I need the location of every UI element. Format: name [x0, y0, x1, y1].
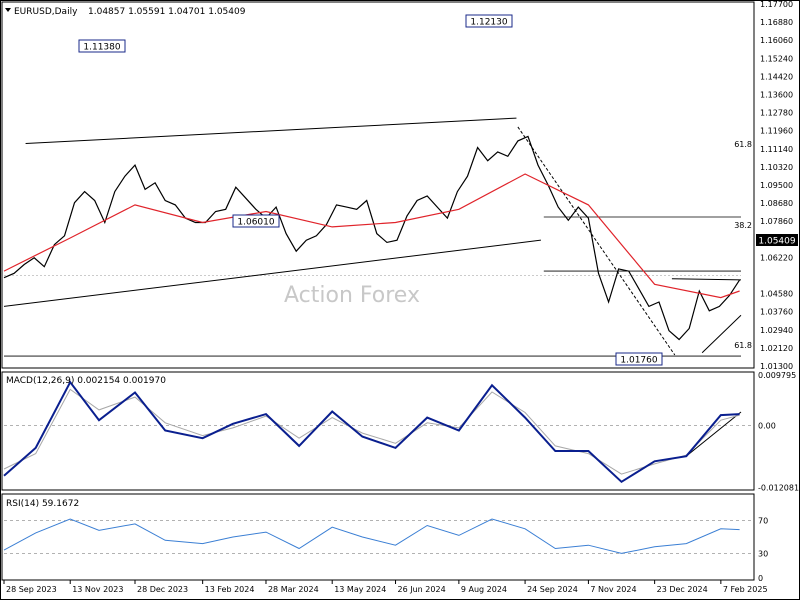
- series-layer: [3, 135, 741, 554]
- x-tick-label-0: 28 Sep 2023: [6, 585, 57, 594]
- price-ytick-6: 1.12780: [760, 109, 793, 118]
- macd-ytick-1: 0.00: [758, 421, 776, 430]
- price-ytick-16: 1.04580: [760, 290, 793, 299]
- prior-high-label-text: 1.11380: [83, 43, 120, 53]
- x-tick-label-7: 9 Aug 2024: [461, 585, 507, 594]
- y-axis-labels: 1.17700 1.16880 1.16060 1.15240 1.14420 1.136…: [758, 0, 799, 583]
- high-label-text: 1.12130: [470, 18, 507, 28]
- mid-low-label: 1.06010: [232, 214, 280, 228]
- macd-line: [3, 380, 740, 484]
- rsi-title: RSI(14) 59.1672: [6, 499, 79, 509]
- macd-ytick-0: 0.009795: [758, 371, 796, 380]
- x-tick-label-10: 23 Dec 2024: [657, 585, 708, 594]
- price-ytick-11: 1.08680: [760, 199, 793, 208]
- price-trendline-2: [517, 126, 676, 356]
- price-ytick-17: 1.03760: [760, 308, 793, 317]
- trendlines: [3, 117, 742, 457]
- watermark: Action Forex: [284, 283, 420, 308]
- price-trendline-1: [3, 239, 541, 307]
- price-ytick-5: 1.13600: [760, 91, 793, 100]
- price-ytick-18: 1.02940: [760, 326, 793, 335]
- price-ytick-0: 1.17700: [760, 0, 793, 9]
- rsi-line: [3, 518, 740, 554]
- low-label-text: 1.01760: [620, 356, 657, 366]
- fib-382-label: 38.2: [734, 221, 752, 230]
- x-tick-label-2: 28 Dec 2023: [137, 585, 188, 594]
- price-ytick-19: 1.02120: [760, 344, 793, 353]
- price-trendline-0: [25, 117, 517, 145]
- x-tick-label-6: 26 Jun 2024: [398, 585, 446, 594]
- price-ytick-9: 1.10320: [760, 163, 793, 172]
- x-tick-label-11: 7 Feb 2025: [723, 585, 768, 594]
- low-label: 1.01760: [615, 352, 663, 366]
- x-tick-label-8: 24 Sep 2024: [527, 585, 578, 594]
- price-trendline-4: [671, 278, 742, 281]
- price-ytick-14: 1.06220: [760, 253, 793, 262]
- price-ytick-20: 1.01300: [760, 362, 793, 371]
- price-ytick-3: 1.15240: [760, 54, 793, 63]
- rsi-ytick-1: 30: [758, 549, 768, 558]
- price-ytick-12: 1.07860: [760, 217, 793, 226]
- x-tick-label-3: 13 Feb 2024: [205, 585, 255, 594]
- macd-title: MACD(12,26,9) 0.002154 0.001970: [6, 376, 166, 386]
- current-price-label: 1.05409: [756, 234, 798, 247]
- price-ytick-8: 1.11140: [760, 145, 793, 154]
- price-ytick-7: 1.11960: [760, 127, 793, 136]
- macd-panel-frame: [1, 371, 755, 491]
- x-tick-label-1: 13 Nov 2023: [72, 585, 123, 594]
- prior-high-label: 1.11380: [78, 39, 126, 53]
- price-ytick-2: 1.16060: [760, 36, 793, 45]
- fib-618-lower-label: 61.8: [734, 341, 752, 350]
- high-label: 1.12130: [465, 14, 513, 28]
- price-line: [3, 135, 741, 341]
- x-axis-labels: 28 Sep 2023 13 Nov 2023 28 Dec 2023 13 Feb …: [3, 580, 768, 594]
- macd-ytick-2: -0.012081: [758, 483, 799, 492]
- symbol-triangle-icon: [5, 8, 11, 12]
- current-price-text: 1.05409: [758, 237, 795, 247]
- ohlc-label: 1.04857 1.05591 1.04701 1.05409: [88, 7, 246, 17]
- price-ytick-1: 1.16880: [760, 18, 793, 27]
- rsi-ytick-0: 70: [758, 517, 768, 526]
- symbol-label: EURUSD,Daily: [14, 7, 78, 17]
- rsi-panel-frame: [1, 493, 755, 581]
- macd-signal-line: [3, 388, 740, 475]
- price-trendline-3: [701, 314, 742, 354]
- x-tick-label-5: 13 May 2024: [334, 585, 386, 594]
- fib-618-upper-label: 61.8: [734, 140, 752, 149]
- price-ytick-4: 1.14420: [760, 72, 793, 81]
- macd-trendline-0: [685, 411, 742, 457]
- x-tick-label-9: 7 Nov 2024: [590, 585, 636, 594]
- mid-low-label-text: 1.06010: [237, 218, 274, 228]
- price-ytick-10: 1.09500: [760, 181, 793, 190]
- sma-line: [3, 173, 740, 299]
- rsi-ytick-2: 0: [758, 574, 763, 583]
- price-panel-frame: [1, 1, 755, 369]
- x-tick-label-4: 28 Mar 2024: [268, 585, 319, 594]
